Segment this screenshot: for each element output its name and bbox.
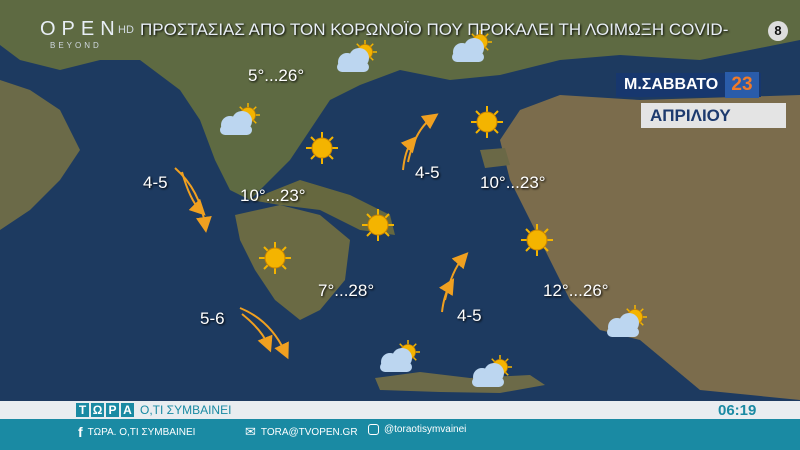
date-number: 23 — [725, 72, 759, 98]
facebook-link: f ΤΩΡΑ. Ο,ΤΙ ΣΥΜΒΑΙΝΕΙ — [78, 424, 195, 440]
wind-label: 4-5 — [143, 173, 168, 192]
temp-label: 7°...28° — [318, 281, 375, 300]
land-peloponnese — [235, 205, 350, 320]
wind-arrow-icon — [241, 313, 273, 353]
clock: 06:19 — [718, 402, 757, 419]
mail-icon: ✉ — [245, 424, 256, 439]
instagram-text: @toraotisymvainei — [384, 424, 467, 435]
brand-letter: Ω — [91, 403, 104, 417]
temp-label: 12°...26° — [543, 281, 609, 300]
social-bar: f ΤΩΡΑ. Ο,ΤΙ ΣΥΜΒΑΙΝΕΙ ✉ TORA@TVOPEN.GR @t… — [0, 419, 800, 450]
partly-cloudy-icon — [452, 30, 492, 62]
wind-label: 4-5 — [415, 163, 440, 182]
wind-arrow-icon — [174, 167, 212, 233]
land-turkey — [500, 95, 800, 400]
instagram-link: @toraotisymvainei — [368, 424, 466, 435]
sun-icon — [305, 131, 339, 165]
email-text: TORA@TVOPEN.GR — [260, 426, 358, 438]
partly-cloudy-icon — [472, 355, 512, 387]
channel-logo: OPEN — [40, 18, 121, 40]
partly-cloudy-icon — [607, 305, 647, 337]
email-link: ✉ TORA@TVOPEN.GR — [245, 424, 358, 440]
sun-icon — [470, 105, 504, 139]
channel-logo-sub: BEYOND — [50, 41, 102, 50]
temp-label: 5°...26° — [248, 66, 305, 85]
instagram-icon — [368, 424, 379, 435]
land-central-greece — [250, 180, 395, 235]
date-month: ΑΠΡΙΛΙΟΥ — [641, 103, 786, 128]
wind-arrow-icon — [400, 135, 418, 171]
wind-label: 4-5 — [457, 306, 482, 325]
land-lesvos — [480, 148, 510, 168]
sun-icon — [520, 223, 554, 257]
partly-cloudy-icon — [337, 40, 377, 72]
partly-cloudy-icon — [220, 103, 260, 135]
sun-icon — [361, 208, 395, 242]
partly-cloudy-icon — [380, 340, 420, 372]
wind-arrow-icon — [439, 278, 455, 313]
wind-label: 5-6 — [200, 309, 225, 328]
temp-label: 10°...23° — [480, 173, 546, 192]
facebook-icon: f — [78, 424, 83, 440]
land-italy — [0, 80, 80, 230]
wind-arrow-icon — [181, 171, 206, 216]
brand-subtitle: Ο,ΤΙ ΣΥΜΒΑΙΝΕΙ — [140, 403, 232, 417]
news-ticker: ΠΡΟΣΤΑΣΙΑΣ ΑΠΟ ΤΟΝ ΚΟΡΩΝΟΪΟ ΠΟΥ ΠΡΟΚΑΛΕΙ… — [140, 20, 729, 39]
age-rating-badge: 8 — [768, 21, 788, 41]
land-balkans — [0, 0, 800, 200]
brand-letter: Α — [121, 403, 134, 417]
hd-badge: HD — [118, 24, 134, 36]
facebook-text: ΤΩΡΑ. Ο,ΤΙ ΣΥΜΒΑΙΝΕΙ — [87, 426, 196, 438]
sun-icon — [258, 241, 292, 275]
temp-label: 10°...23° — [240, 186, 306, 205]
wind-arrow-icon — [444, 252, 469, 301]
brand-letter: Τ — [76, 403, 89, 417]
wind-arrow-icon — [407, 113, 439, 163]
wind-arrow-icon — [239, 307, 289, 360]
brand-letter: Ρ — [106, 403, 119, 417]
